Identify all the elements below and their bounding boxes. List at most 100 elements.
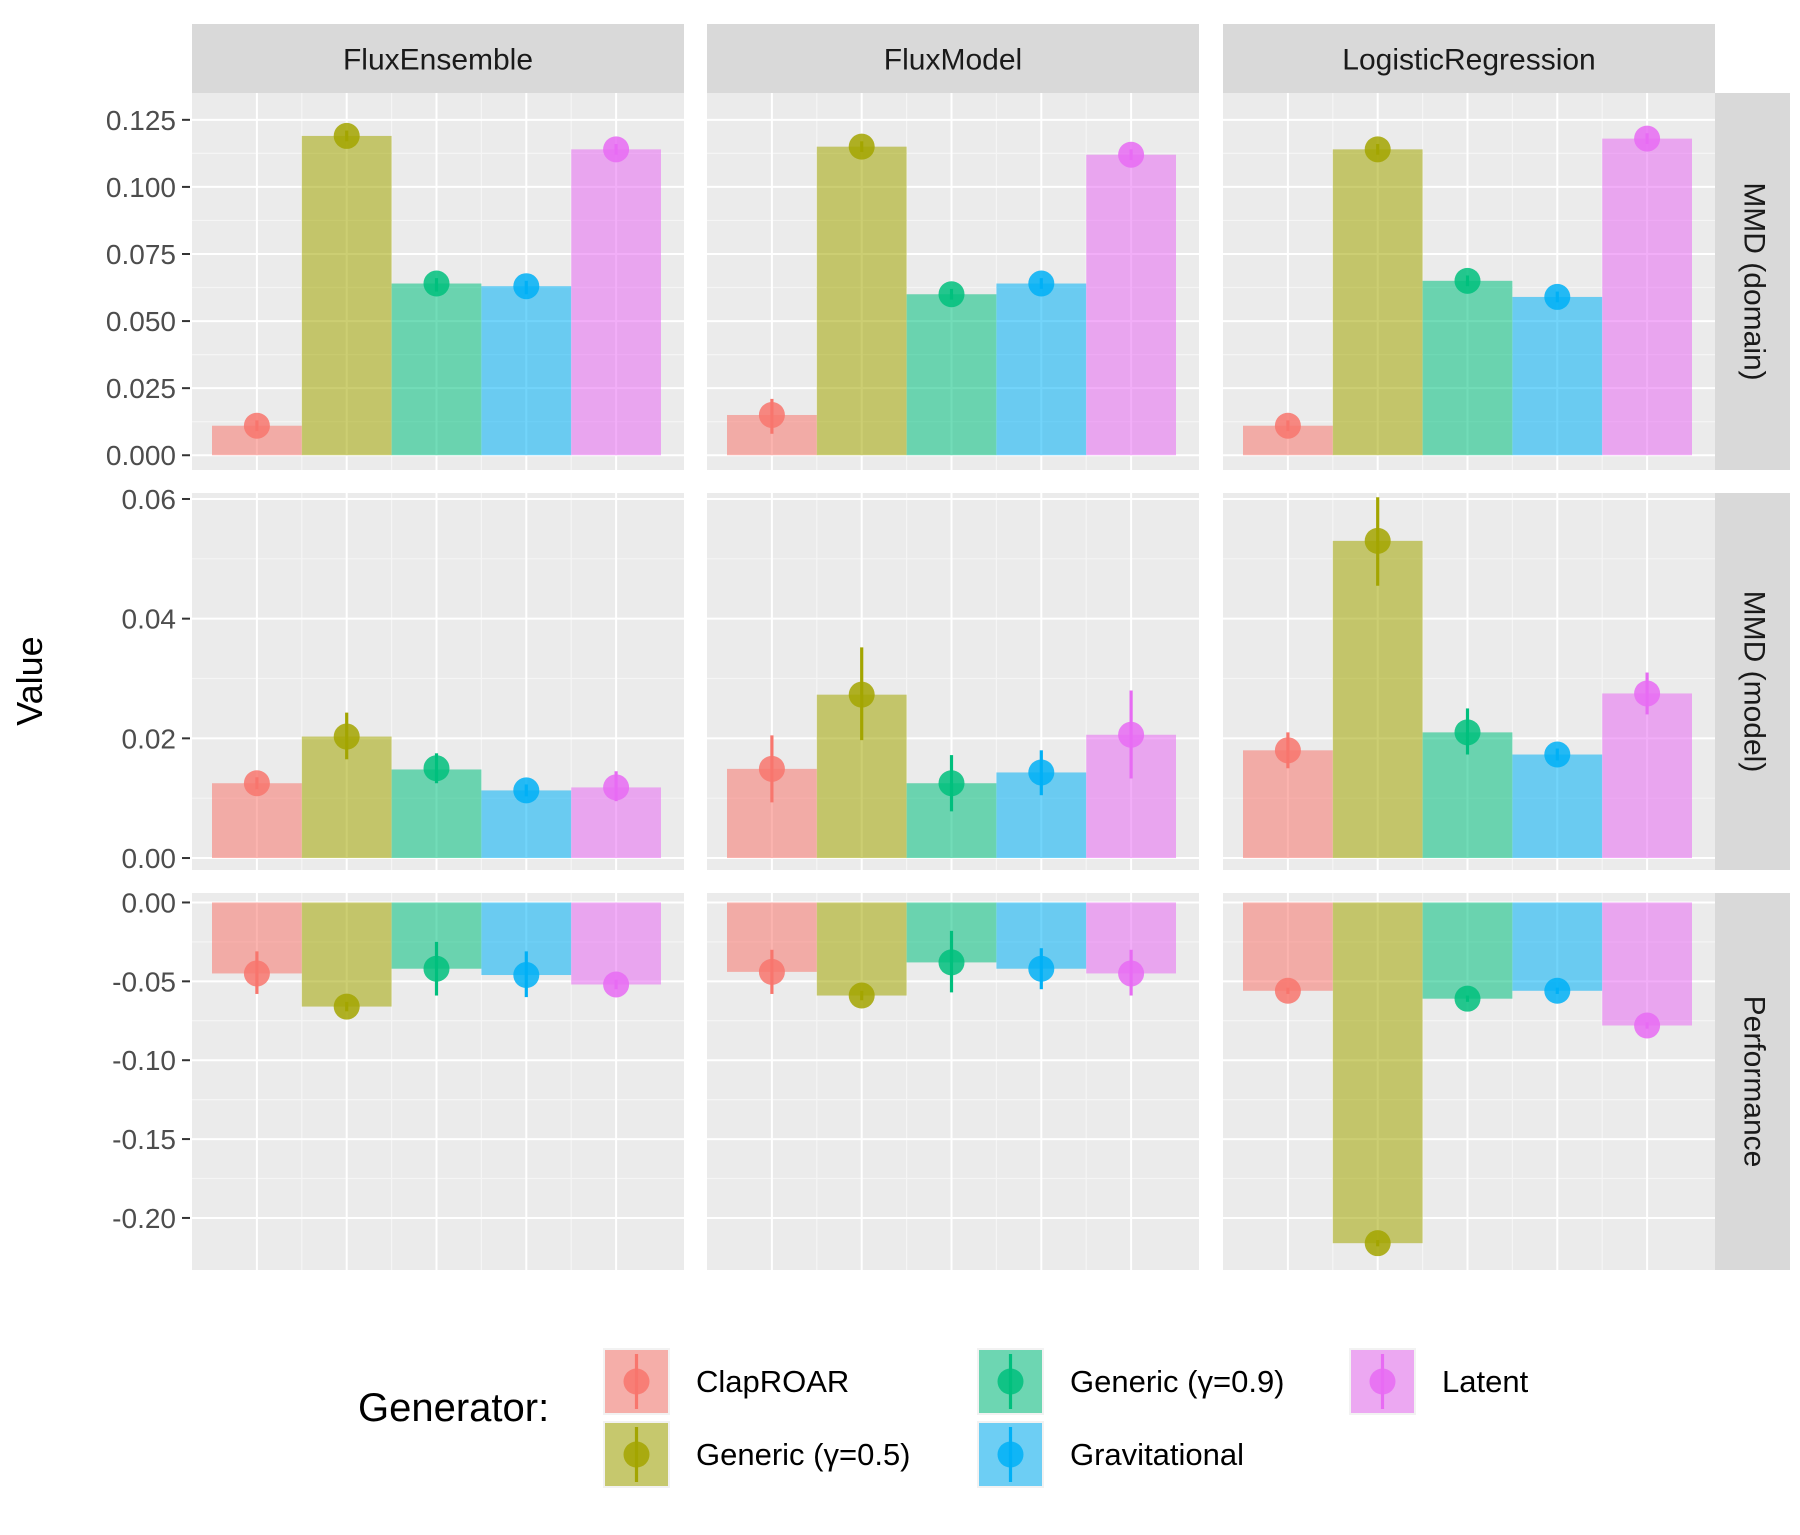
panel-fluxensemble-row-0 — [192, 93, 684, 470]
point — [423, 755, 450, 782]
bar — [571, 149, 661, 456]
point — [333, 122, 360, 149]
bar — [481, 286, 572, 456]
panel-fluxmodel-row-0 — [707, 93, 1199, 470]
y-tick-label: 0.00 — [122, 843, 177, 874]
y-tick-label: 0.125 — [106, 105, 176, 136]
bar — [906, 294, 997, 456]
facet-strip-row — [1715, 93, 1790, 470]
bar — [1602, 902, 1692, 1026]
point — [1454, 719, 1481, 746]
y-tick-label: 0.000 — [106, 440, 176, 471]
legend-label: Gravitational — [1070, 1437, 1244, 1472]
bar — [1512, 296, 1603, 456]
legend-title: Generator: — [358, 1386, 549, 1430]
point — [1274, 412, 1301, 439]
legend-item: Generic (γ=0.5) — [603, 1421, 911, 1488]
point — [1544, 283, 1571, 310]
bar — [1332, 540, 1423, 859]
point — [603, 971, 630, 998]
point — [243, 412, 270, 439]
y-tick-label: 0.050 — [106, 306, 176, 337]
point — [1634, 680, 1661, 707]
bar — [391, 283, 482, 456]
point — [1544, 977, 1571, 1004]
facet-strip-row-label: MMD (domain) — [1738, 182, 1771, 380]
point — [1634, 1012, 1661, 1039]
point — [1364, 1230, 1391, 1257]
bar — [1602, 138, 1692, 456]
legend-key-point — [997, 1441, 1024, 1468]
point — [1634, 125, 1661, 152]
facet-strip-row — [1715, 493, 1790, 870]
point — [1028, 955, 1055, 982]
legend-key-point — [623, 1441, 650, 1468]
point — [848, 133, 875, 160]
facet-strip-fluxensemble — [192, 24, 684, 93]
bar — [1332, 902, 1423, 1244]
bar — [1512, 902, 1603, 991]
point — [938, 770, 965, 797]
y-tick-label: 0.06 — [122, 484, 177, 515]
legend-item: ClapROAR — [603, 1348, 849, 1415]
panel-fluxmodel-row-1 — [707, 493, 1199, 870]
point — [1454, 267, 1481, 294]
point — [423, 270, 450, 297]
point — [243, 770, 270, 797]
point — [1028, 270, 1055, 297]
bar — [996, 283, 1087, 456]
y-axis-title: Value — [9, 636, 50, 725]
point — [513, 962, 540, 989]
panel-logisticregression-row-0 — [1223, 93, 1715, 470]
panel-fluxensemble-row-2 — [192, 893, 684, 1270]
bar — [816, 146, 907, 456]
bar — [571, 902, 661, 985]
facet-strip-fluxmodel — [707, 24, 1199, 93]
point — [513, 273, 540, 300]
y-tick-label: 0.075 — [106, 239, 176, 270]
facet-strip-row-label: Performance — [1738, 996, 1771, 1168]
bar — [1243, 902, 1333, 991]
point — [1118, 721, 1145, 748]
point — [513, 777, 540, 804]
bar — [391, 769, 482, 859]
facet-strip-logisticregression — [1223, 24, 1715, 93]
facet-strip-row-label: MMD (model) — [1738, 591, 1771, 773]
bar — [301, 135, 392, 456]
bar — [1512, 754, 1603, 859]
panel-logisticregression-row-2 — [1223, 893, 1715, 1270]
legend-key-point — [623, 1368, 650, 1395]
y-tick-label: -0.20 — [112, 1203, 176, 1234]
facet-strip-label: FluxModel — [884, 44, 1022, 77]
panel-logisticregression-row-1 — [1223, 493, 1715, 870]
point — [1454, 985, 1481, 1012]
legend-item: Latent — [1349, 1348, 1529, 1415]
point — [1118, 960, 1145, 987]
point — [758, 958, 785, 985]
point — [938, 949, 965, 976]
legend-label: Generic (γ=0.5) — [696, 1437, 911, 1472]
bar — [816, 902, 907, 996]
point — [333, 993, 360, 1020]
facet-strip-label: LogisticRegression — [1342, 44, 1595, 77]
point — [1274, 737, 1301, 764]
point — [1118, 141, 1145, 168]
facet-strip-row — [1715, 893, 1790, 1270]
point — [333, 723, 360, 750]
legend-key-point — [1369, 1368, 1396, 1395]
bar — [1332, 149, 1423, 456]
point — [243, 960, 270, 987]
bar — [1422, 902, 1513, 999]
y-tick-label: 0.00 — [122, 887, 177, 918]
point — [603, 136, 630, 163]
point — [1274, 977, 1301, 1004]
point — [758, 755, 785, 782]
panel-fluxensemble-row-1 — [192, 493, 684, 870]
facet-strip-label: FluxEnsemble — [343, 44, 533, 77]
y-tick-label: -0.05 — [112, 966, 176, 997]
bar — [1602, 693, 1692, 859]
point — [1364, 136, 1391, 163]
legend-label: Latent — [1442, 1364, 1529, 1399]
